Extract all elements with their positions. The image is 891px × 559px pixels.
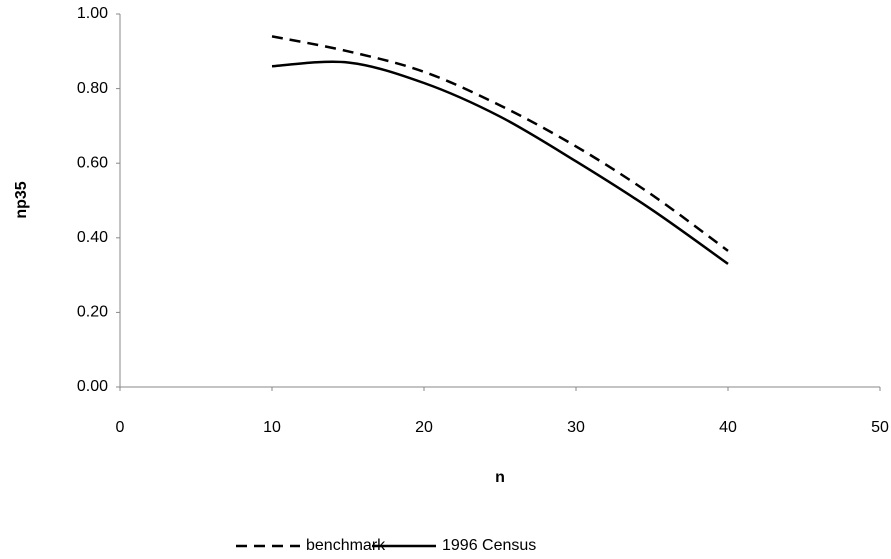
legend-label: 1996 Census — [442, 537, 536, 554]
y-tick-label: 0.40 — [77, 229, 108, 246]
y-tick-label: 0.20 — [77, 304, 108, 321]
x-tick-label: 50 — [871, 419, 889, 436]
x-tick-label: 10 — [263, 419, 281, 436]
y-tick-label: 0.80 — [77, 80, 108, 97]
x-tick-label: 0 — [116, 419, 125, 436]
y-tick-label: 0.00 — [77, 378, 108, 395]
y-axis-title: np35 — [13, 181, 30, 218]
y-tick-label: 1.00 — [77, 5, 108, 22]
x-tick-label: 40 — [719, 419, 737, 436]
y-tick-label: 0.60 — [77, 154, 108, 171]
x-tick-label: 20 — [415, 419, 433, 436]
series-line — [271, 35, 729, 252]
x-axis-title: n — [495, 469, 505, 486]
legend-label: benchmark — [306, 537, 386, 554]
x-tick-label: 30 — [567, 419, 585, 436]
series-line — [271, 60, 729, 265]
